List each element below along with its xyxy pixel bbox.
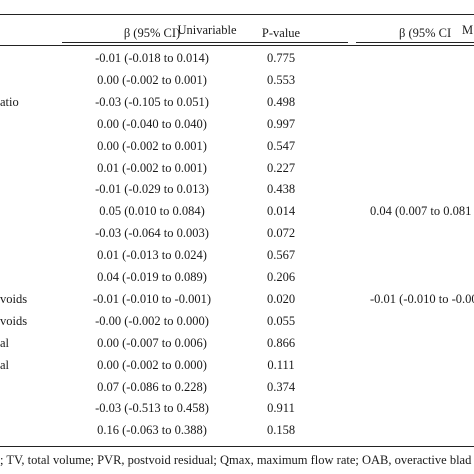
table-row: 0.07 (-0.086 to 0.228) 0.374: [0, 379, 474, 395]
univariable-beta-cell: -0.01 (-0.018 to 0.014): [95, 51, 209, 65]
pvalue-column-header: P-value: [261, 26, 301, 40]
univariable-beta-cell: -0.01 (-0.029 to 0.013): [95, 182, 209, 197]
variable-cell: atio: [0, 94, 19, 109]
table-row: 0.01 (-0.002 to 0.001) 0.227: [0, 160, 474, 176]
univariable-beta-cell: 0.00 (-0.002 to 0.000): [97, 357, 207, 372]
table-row: 0.00 (-0.002 to 0.001) 0.553: [0, 72, 474, 88]
table-row: voids -0.00 (-0.002 to 0.000) 0.055: [0, 313, 474, 329]
univariable-pvalue-cell: 0.158: [266, 423, 296, 438]
univariable-beta-cell: -0.01 (-0.010 to -0.001): [92, 291, 212, 306]
univariable-beta-cell: 0.05 (0.010 to 0.084): [99, 204, 205, 219]
univariable-pvalue-cell: 0.911: [267, 401, 295, 416]
table-row: al 0.00 (-0.007 to 0.006) 0.866: [0, 335, 474, 351]
multivariable-beta-ci-column-header: β (95% CI: [399, 26, 452, 40]
univariable-beta-cell: 0.01 (-0.013 to 0.024): [97, 248, 207, 263]
table-row: -0.01 (-0.018 to 0.014) 0.775: [0, 50, 474, 66]
table-row: 0.04 (-0.019 to 0.089) 0.206: [0, 269, 474, 285]
table-row: 0.00 (-0.002 to 0.001) 0.547: [0, 138, 474, 154]
variable-cell: voids: [0, 313, 28, 328]
univariable-beta-cell: 0.01 (-0.002 to 0.001): [97, 160, 207, 175]
univariable-pvalue-cell: 0.227: [266, 160, 296, 175]
univariable-pvalue-cell: 0.111: [267, 357, 295, 372]
univariable-pvalue-cell: 0.374: [266, 379, 296, 394]
multivariable-group-header: M: [462, 23, 474, 37]
table-row: atio -0.03 (-0.105 to 0.051) 0.498: [0, 94, 474, 110]
univariable-beta-cell: -0.03 (-0.105 to 0.051): [95, 94, 209, 109]
univariable-pvalue-cell: 0.206: [266, 270, 296, 284]
univariable-pvalue-cell: 0.438: [266, 182, 296, 197]
univariable-beta-cell: 0.00 (-0.002 to 0.001): [97, 138, 207, 153]
univariable-group-header: Univariable: [177, 23, 237, 37]
header-bottom-rule: [0, 45, 474, 46]
beta-ci-column-header: β (95% CI): [123, 26, 181, 40]
univariable-pvalue-cell: 0.567: [266, 248, 296, 263]
table-row: -0.03 (-0.513 to 0.458) 0.911: [0, 400, 474, 416]
table-row: voids -0.01 (-0.010 to -0.001) 0.020 -0.01 …: [0, 291, 474, 307]
univariable-beta-cell: -0.03 (-0.064 to 0.003): [95, 226, 209, 241]
table-row: 0.01 (-0.013 to 0.024) 0.567: [0, 247, 474, 263]
univariable-beta-cell: 0.00 (-0.002 to 0.001): [97, 72, 207, 87]
univariable-beta-cell: 0.00 (-0.007 to 0.006): [97, 335, 207, 350]
univariable-beta-cell: 0.04 (-0.019 to 0.089): [97, 270, 207, 284]
univariable-pvalue-cell: 0.866: [266, 335, 296, 350]
table-row: 0.16 (-0.063 to 0.388) 0.158: [0, 422, 474, 438]
univariable-pvalue-cell: 0.553: [266, 72, 296, 87]
univariable-beta-cell: 0.16 (-0.063 to 0.388): [97, 423, 207, 438]
univariable-beta-cell: 0.00 (-0.040 to 0.040): [97, 116, 207, 131]
univariable-beta-cell: -0.00 (-0.002 to 0.000): [95, 313, 209, 328]
multivariable-beta-cell: 0.04 (0.007 to 0.081: [370, 204, 472, 219]
univariable-beta-cell: 0.07 (-0.086 to 0.228): [97, 379, 207, 394]
univariable-pvalue-cell: 0.997: [266, 116, 296, 131]
multivariable-span-rule: [356, 42, 474, 43]
univariable-pvalue-cell: 0.547: [266, 138, 296, 153]
multivariable-beta-cell: -0.01 (-0.010 to -0.00: [370, 291, 474, 306]
univariable-beta-cell: -0.03 (-0.513 to 0.458): [95, 401, 209, 416]
univariable-pvalue-cell: 0.775: [266, 51, 296, 65]
table-footnote: ; TV, total volume; PVR, postvoid residu…: [0, 453, 472, 467]
variable-cell: al: [0, 335, 10, 350]
univariable-pvalue-cell: 0.072: [266, 226, 296, 241]
table-row: 0.00 (-0.040 to 0.040) 0.997: [0, 116, 474, 132]
variable-cell: al: [0, 357, 10, 372]
table-bottom-rule: [0, 446, 474, 447]
univariable-pvalue-cell: 0.498: [266, 94, 296, 109]
univariable-pvalue-cell: 0.014: [266, 204, 296, 219]
table-row: -0.01 (-0.029 to 0.013) 0.438: [0, 181, 474, 197]
univariable-pvalue-cell: 0.055: [266, 313, 296, 328]
top-rule: [0, 14, 474, 15]
variable-cell: voids: [0, 291, 28, 306]
table-row: 0.05 (0.010 to 0.084) 0.014 0.04 (0.007 to…: [0, 203, 474, 219]
univariable-span-rule: [62, 42, 348, 43]
table-row: -0.03 (-0.064 to 0.003) 0.072: [0, 225, 474, 241]
univariable-pvalue-cell: 0.020: [266, 291, 296, 306]
table-row: al 0.00 (-0.002 to 0.000) 0.111: [0, 357, 474, 373]
